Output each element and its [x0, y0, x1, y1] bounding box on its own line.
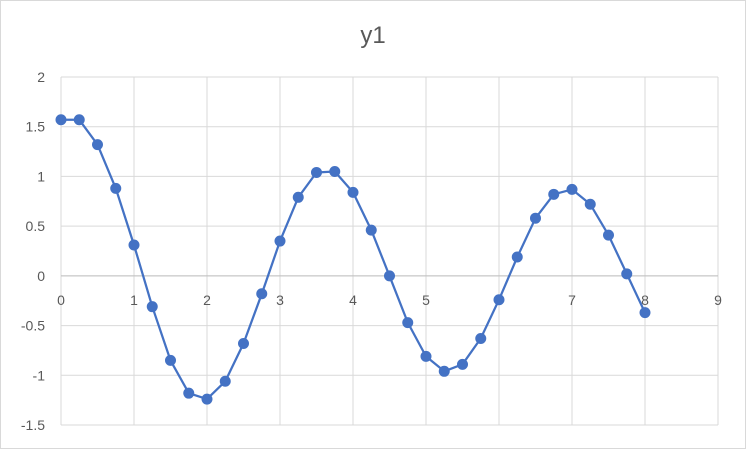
chart-title: y1 — [360, 22, 386, 49]
data-point — [566, 183, 578, 195]
data-point — [311, 166, 322, 178]
x-tick-label: 8 — [641, 292, 649, 308]
data-point — [92, 139, 103, 151]
x-tick-label: 3 — [276, 292, 284, 308]
x-tick-label: 1 — [130, 292, 138, 308]
data-point — [621, 268, 633, 280]
y-tick-label: 2 — [37, 69, 45, 85]
data-point — [183, 387, 195, 399]
data-point — [639, 307, 651, 319]
data-point — [73, 114, 85, 126]
y-tick-label: -1 — [33, 367, 46, 383]
x-tick-label: 5 — [422, 292, 430, 308]
data-point — [292, 191, 304, 203]
y-tick-label: -0.5 — [21, 318, 45, 334]
data-point — [146, 301, 158, 313]
data-point — [511, 251, 523, 263]
x-tick-label: 7 — [568, 292, 576, 308]
y-tick-label: 0 — [37, 268, 45, 284]
y-tick-label: 0.5 — [26, 218, 46, 234]
y-tick-label: -1.5 — [21, 417, 45, 433]
y-tick-label: 1.5 — [26, 119, 46, 135]
data-point — [402, 317, 414, 329]
x-tick-label: 2 — [203, 292, 211, 308]
y-tick-label: 1 — [37, 168, 45, 184]
x-tick-label: 4 — [349, 292, 357, 308]
data-point — [584, 198, 596, 210]
data-point — [347, 186, 359, 198]
data-point — [201, 393, 213, 405]
data-point — [274, 235, 286, 247]
data-point — [128, 239, 140, 251]
data-point — [365, 224, 377, 236]
data-point — [256, 288, 268, 300]
data-point — [548, 188, 560, 200]
data-point — [530, 212, 541, 224]
data-point — [438, 365, 450, 377]
data-point — [475, 332, 487, 344]
data-point — [238, 337, 249, 349]
x-tick-label: 9 — [714, 292, 722, 308]
data-point — [384, 270, 395, 282]
x-tick-label: 0 — [57, 292, 65, 308]
data-point — [165, 354, 176, 366]
data-point — [329, 165, 341, 177]
data-point — [603, 229, 614, 241]
data-point — [420, 350, 432, 362]
data-point — [110, 182, 122, 194]
data-point — [55, 114, 67, 126]
data-point — [457, 358, 468, 370]
data-point — [493, 294, 505, 306]
data-point — [219, 375, 231, 387]
